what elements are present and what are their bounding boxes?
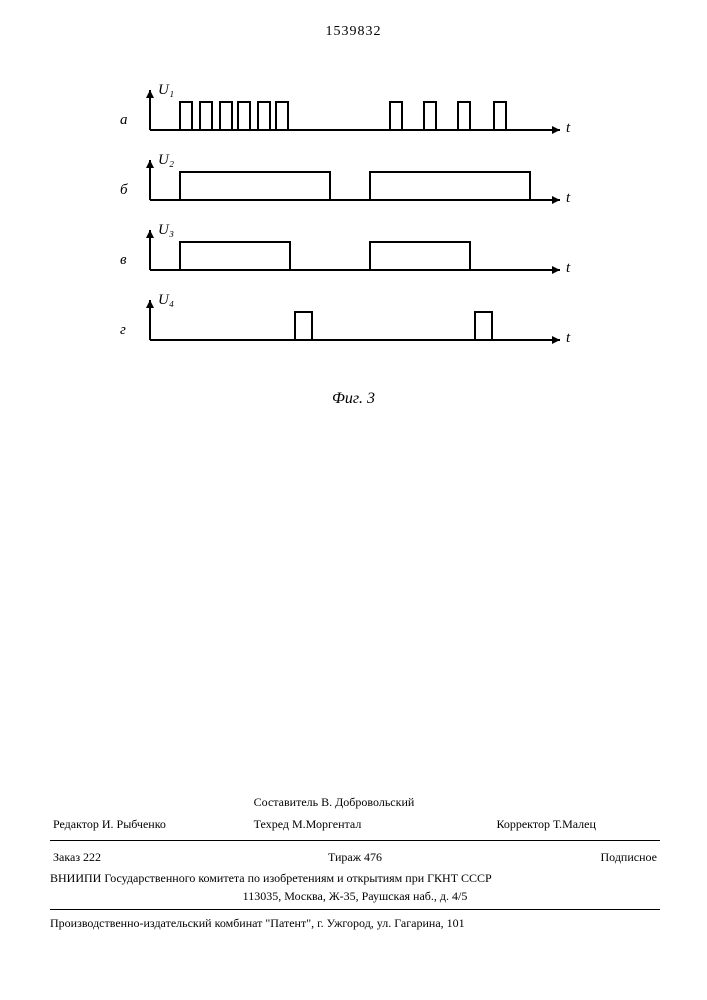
divider	[50, 840, 660, 841]
timing-diagram: U₁ а t U₂ б t U₃ в t U₄ г t	[100, 70, 600, 380]
svg-text:t: t	[566, 330, 571, 346]
techred-text: Техред М.Моргентал	[253, 814, 494, 834]
svg-text:U₄: U₄	[158, 292, 174, 308]
subscription-text: Подписное	[459, 847, 658, 867]
order-text: Заказ 222	[52, 847, 251, 867]
tirage-text: Тираж 476	[253, 847, 458, 867]
corrector-text: Корректор Т.Малец	[495, 814, 658, 834]
figure-caption: Фиг. 3	[0, 390, 707, 408]
order-table: Заказ 222 Тираж 476 Подписное	[50, 845, 660, 869]
svg-text:а: а	[120, 112, 128, 128]
svg-text:t: t	[566, 260, 571, 276]
svg-text:t: t	[566, 120, 571, 136]
svg-text:в: в	[120, 252, 127, 268]
credits-table: Составитель В. Добровольский Редактор И.…	[50, 790, 660, 836]
institute-text: ВНИИПИ Государственного комитета по изоб…	[50, 869, 660, 887]
svg-text:б: б	[120, 182, 128, 198]
credits-block: Составитель В. Добровольский Редактор И.…	[50, 790, 660, 932]
svg-text:U₂: U₂	[158, 152, 174, 168]
compiler-text: Составитель В. Добровольский	[253, 792, 494, 812]
svg-text:U₃: U₃	[158, 222, 174, 238]
document-number: 1539832	[0, 24, 707, 40]
svg-text:г: г	[120, 322, 126, 338]
address-text: 113035, Москва, Ж-35, Раушская наб., д. …	[50, 887, 660, 905]
publisher-text: Производственно-издательский комбинат "П…	[50, 914, 660, 932]
editor-text: Редактор И. Рыбченко	[52, 814, 251, 834]
svg-text:U₁: U₁	[158, 82, 174, 98]
svg-text:t: t	[566, 190, 571, 206]
divider	[50, 909, 660, 910]
